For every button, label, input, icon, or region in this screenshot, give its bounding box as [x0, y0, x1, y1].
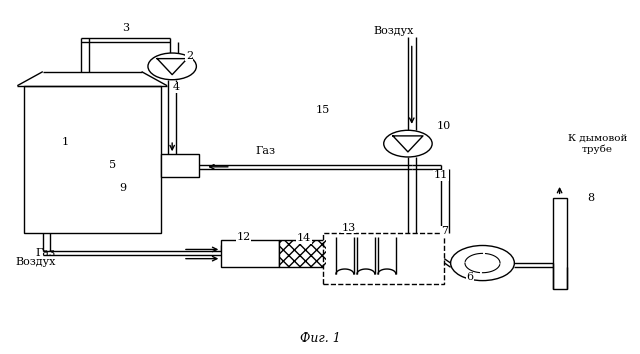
Bar: [221, 240, 278, 267]
Text: 13: 13: [342, 223, 356, 233]
Text: К дымовой
трубе: К дымовой трубе: [568, 133, 627, 154]
Bar: [278, 240, 326, 267]
Text: 6: 6: [466, 272, 474, 282]
Bar: [552, 198, 566, 289]
Bar: [24, 86, 161, 233]
Bar: [323, 233, 444, 284]
Text: 10: 10: [437, 121, 451, 131]
Text: Газ: Газ: [36, 247, 56, 257]
Circle shape: [384, 130, 432, 157]
Text: 12: 12: [236, 232, 251, 242]
Circle shape: [148, 53, 196, 80]
Text: Воздух: Воздух: [15, 257, 56, 267]
Text: 8: 8: [588, 193, 595, 203]
Text: 15: 15: [316, 105, 330, 115]
Text: 4: 4: [173, 82, 180, 92]
Text: Фиг. 1: Фиг. 1: [300, 332, 340, 345]
Text: 5: 5: [109, 160, 116, 170]
Text: 1: 1: [61, 137, 68, 147]
Text: 9: 9: [119, 183, 126, 193]
Text: 3: 3: [122, 23, 129, 33]
Text: 7: 7: [441, 227, 448, 236]
Bar: [278, 240, 326, 267]
Circle shape: [451, 245, 515, 281]
Text: Воздух: Воздух: [373, 26, 413, 36]
Text: 14: 14: [297, 234, 311, 244]
Text: Газ: Газ: [256, 145, 276, 156]
Text: 2: 2: [186, 51, 193, 61]
Text: 11: 11: [434, 170, 448, 180]
Bar: [161, 154, 199, 177]
